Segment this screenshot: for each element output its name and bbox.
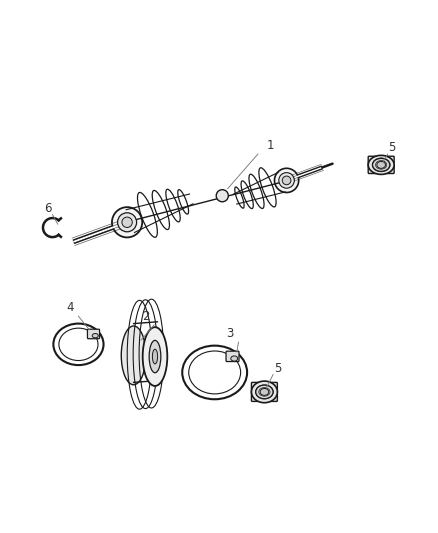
FancyBboxPatch shape (251, 382, 277, 401)
FancyBboxPatch shape (88, 329, 99, 338)
Ellipse shape (251, 381, 277, 403)
Ellipse shape (112, 207, 142, 237)
FancyBboxPatch shape (226, 351, 239, 361)
Ellipse shape (256, 385, 273, 399)
Text: 2: 2 (142, 310, 149, 322)
Text: 5: 5 (389, 141, 396, 154)
Text: 6: 6 (44, 201, 52, 215)
Ellipse shape (275, 168, 299, 192)
Text: 1: 1 (267, 139, 275, 152)
Ellipse shape (149, 341, 161, 373)
Ellipse shape (143, 327, 167, 386)
FancyBboxPatch shape (368, 156, 394, 174)
Ellipse shape (152, 349, 158, 364)
Ellipse shape (117, 213, 137, 232)
Ellipse shape (372, 158, 390, 172)
Ellipse shape (282, 176, 291, 185)
Text: 4: 4 (66, 301, 74, 314)
Ellipse shape (377, 161, 385, 168)
Text: 3: 3 (226, 327, 233, 340)
Ellipse shape (216, 190, 228, 202)
Ellipse shape (231, 356, 238, 361)
Ellipse shape (279, 173, 294, 188)
Ellipse shape (121, 326, 146, 385)
Text: 5: 5 (274, 361, 281, 375)
Ellipse shape (368, 155, 394, 174)
Ellipse shape (122, 217, 132, 228)
Ellipse shape (260, 389, 269, 395)
Ellipse shape (92, 334, 98, 338)
